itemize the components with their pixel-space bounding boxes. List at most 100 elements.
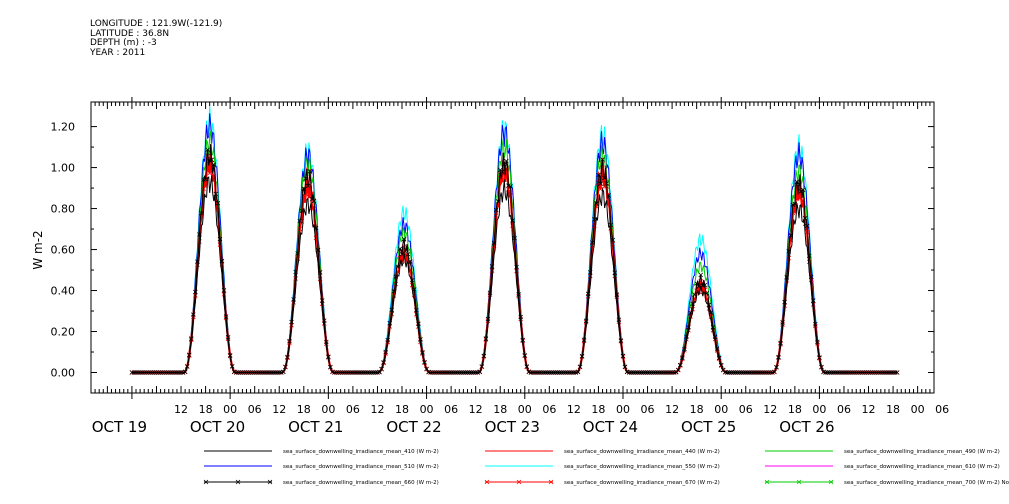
series-marker [600, 157, 605, 162]
x-hour-label: 06 [346, 403, 360, 416]
series-marker [493, 207, 499, 213]
series-marker [590, 240, 595, 245]
legend-label: sea_surface_downwelling_irradiance_mean_… [844, 464, 1000, 470]
x-hour-label: 12 [272, 403, 286, 416]
series-marker [704, 290, 710, 296]
series-marker [401, 236, 407, 242]
series-marker [596, 172, 601, 178]
x-hour-label: 06 [837, 403, 851, 416]
legend-marker [548, 479, 554, 485]
y-tick-label: 1.00 [51, 162, 76, 175]
series-marker [211, 162, 217, 167]
y-tick-label: 0.00 [51, 367, 76, 380]
x-hour-label: 18 [199, 403, 213, 416]
legend: sea_surface_downwelling_irradiance_mean_… [203, 449, 1009, 486]
legend-label: sea_surface_downwelling_irradiance_mean_… [564, 449, 720, 455]
series-marker [297, 218, 302, 224]
x-hour-label: 06 [444, 403, 458, 416]
y-tick-label: 0.40 [51, 285, 76, 298]
x-hour-label: 00 [518, 403, 532, 416]
series-marker [397, 246, 403, 252]
series-marker [225, 335, 231, 340]
y-tick-label: 1.20 [51, 121, 76, 134]
series-marker [223, 314, 229, 319]
series-marker [504, 158, 509, 164]
x-hour-label: 18 [493, 403, 507, 416]
series-marker [385, 337, 390, 343]
series-marker [407, 259, 413, 264]
x-hour-label: 06 [542, 403, 556, 416]
series-line [131, 154, 898, 374]
x-day-label: OCT 23 [485, 418, 540, 436]
legend-marker [764, 479, 770, 485]
series-marker [616, 317, 622, 323]
series-marker [692, 292, 697, 297]
series-marker [499, 169, 505, 174]
x-day-label: OCT 25 [681, 418, 736, 436]
x-hour-label: 00 [911, 403, 925, 416]
series-marker [287, 338, 292, 344]
x-hour-label: 12 [862, 403, 876, 416]
y-tick-label: 0.80 [51, 203, 76, 216]
plot-header: LONGITUDE : 121.9W(-121.9) LATITUDE : 36… [90, 19, 222, 58]
series-marker [702, 282, 708, 288]
series-marker [502, 162, 507, 167]
x-hour-label: 18 [886, 403, 900, 416]
x-hour-label: 12 [763, 403, 777, 416]
x-hour-label: 06 [935, 403, 949, 416]
x-hour-label: 12 [567, 403, 581, 416]
series-marker [289, 319, 294, 325]
legend-marker [796, 479, 802, 485]
legend-label: sea_surface_downwelling_irradiance_mean_… [844, 449, 1000, 455]
legend-marker [484, 479, 490, 485]
series-marker [315, 247, 321, 253]
series-marker [813, 321, 818, 327]
depth-label: DEPTH (m) : -3 [90, 38, 157, 48]
series-marker [804, 223, 810, 229]
series-marker [594, 201, 599, 206]
series-marker [512, 235, 517, 241]
y-axis-label: W m-2 [31, 230, 45, 269]
x-hour-label: 00 [420, 403, 434, 416]
x-hour-label: 06 [248, 403, 262, 416]
x-hour-label: 12 [469, 403, 483, 416]
series-marker [598, 181, 603, 186]
series-marker [602, 175, 607, 181]
series-marker [698, 272, 704, 278]
series-marker [209, 157, 215, 163]
series-marker [606, 193, 611, 198]
series-marker [581, 337, 587, 343]
series-marker [610, 237, 616, 243]
x-day-label: OCT 20 [190, 418, 245, 436]
x-hour-label: 06 [739, 403, 753, 416]
series-marker [604, 181, 609, 186]
legend-label: sea_surface_downwelling_irradiance_mean_… [564, 464, 720, 470]
x-day-label: OCT 24 [583, 418, 638, 436]
series-marker [508, 184, 513, 189]
axes-layer: 0.00 0.20 0.40 0.60 0.80 1.00 1.20 12 18 00 06 12 18… [51, 97, 949, 436]
series-marker [305, 183, 311, 189]
x-day-label: OCT 22 [386, 418, 441, 436]
x-hour-label: 00 [223, 403, 237, 416]
x-day-label: OCT 19 [92, 418, 147, 436]
latitude-label: LATITUDE : 36.8N [90, 28, 170, 39]
series-marker [305, 188, 311, 193]
y-tick-label: 0.20 [51, 326, 76, 339]
legend-label: sea_surface_downwelling_irradiance_mean_… [564, 480, 720, 486]
x-hour-label: 06 [641, 403, 655, 416]
year-label: YEAR : 2011 [90, 47, 146, 58]
series-marker [311, 198, 317, 204]
x-hour-label: 12 [665, 403, 679, 416]
legend-marker [516, 479, 522, 485]
legend-label: sea_surface_downwelling_irradiance_mean_… [283, 480, 439, 486]
legend-marker [203, 479, 209, 485]
series-marker [301, 186, 307, 191]
legend-label: sea_surface_downwelling_irradiance_mean_… [283, 449, 439, 455]
x-hour-label: 00 [321, 403, 335, 416]
series-marker [205, 147, 210, 153]
series-line [131, 175, 898, 373]
series-marker [307, 169, 313, 174]
legend-marker [235, 479, 241, 485]
x-hour-label: 12 [370, 403, 384, 416]
